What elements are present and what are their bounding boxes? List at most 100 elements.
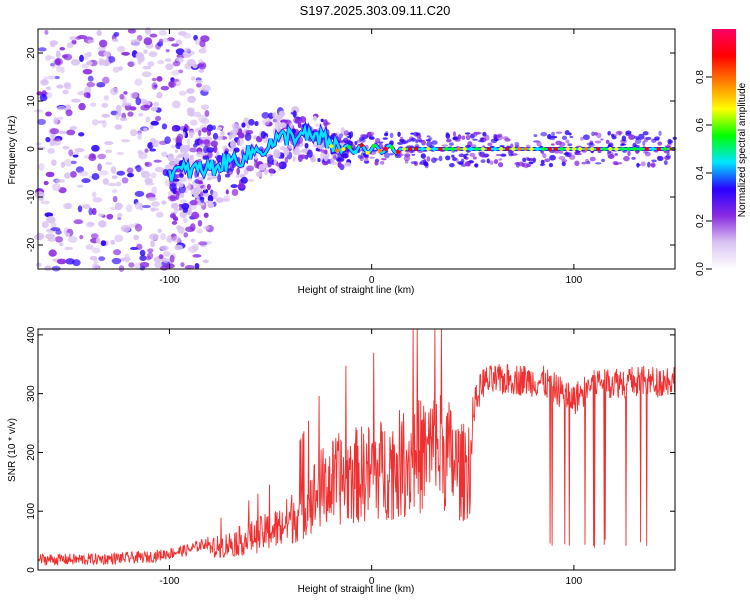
noise-blob	[56, 64, 62, 73]
band-blob	[484, 134, 490, 141]
signal-blob	[237, 137, 244, 147]
noise-blob	[58, 187, 67, 194]
band-blob	[533, 134, 538, 138]
noise-blob	[45, 233, 56, 240]
noise-blob	[88, 207, 93, 216]
noise-blob	[151, 201, 160, 207]
noise-blob	[90, 233, 99, 239]
noise-blob	[163, 250, 171, 257]
band-blob	[472, 156, 477, 160]
y-tick-label: 20	[26, 47, 37, 59]
band-blob	[380, 161, 385, 165]
noise-blob	[105, 161, 113, 166]
signal-blob	[241, 122, 246, 128]
signal-blob	[237, 183, 246, 189]
noise-blob	[56, 258, 67, 265]
noise-blob	[48, 249, 57, 257]
noise-blob	[156, 91, 163, 99]
signal-blob	[217, 173, 222, 183]
signal-blob	[299, 116, 307, 123]
band-blob	[540, 159, 545, 165]
band-blob	[647, 161, 651, 168]
colorbar-tick-label: 0.6	[695, 118, 706, 132]
noise-blob	[204, 109, 210, 117]
band-blob	[657, 156, 664, 162]
noise-blob	[142, 65, 152, 70]
noise-blob	[172, 235, 181, 243]
ridge-dot	[498, 147, 504, 151]
band-blob	[458, 154, 464, 158]
noise-blob	[184, 265, 195, 270]
band-blob	[413, 131, 419, 137]
noise-blob	[55, 179, 66, 183]
ridge-dot	[444, 147, 449, 151]
signal-blob	[169, 182, 177, 192]
band-blob	[561, 135, 568, 141]
signal-blob	[198, 196, 205, 200]
band-blob	[495, 153, 502, 157]
signal-blob	[230, 184, 238, 189]
signal-blob	[207, 172, 212, 177]
signal-blob	[255, 171, 263, 178]
noise-blob	[98, 213, 104, 217]
noise-blob	[37, 118, 47, 126]
signal-blob	[288, 122, 294, 129]
noise-blob	[139, 255, 147, 262]
band-blob	[581, 161, 587, 165]
signal-blob	[216, 154, 223, 163]
signal-blob	[278, 113, 283, 120]
band-blob	[493, 159, 499, 165]
noise-blob	[161, 151, 168, 157]
band-blob	[514, 141, 520, 147]
signal-blob	[274, 120, 281, 130]
noise-blob	[106, 213, 114, 220]
figure-title: S197.2025.303.09.11.C20	[300, 3, 451, 18]
ridge-dot	[426, 147, 431, 151]
ridge-dot	[595, 147, 601, 151]
noise-blob	[119, 93, 125, 100]
noise-blob	[154, 261, 163, 269]
band-blob	[421, 139, 426, 146]
ridge-dot	[614, 147, 619, 151]
noise-blob	[87, 75, 94, 82]
band-blob	[500, 153, 507, 157]
band-blob	[658, 130, 662, 136]
noise-blob	[81, 63, 89, 69]
band-blob	[551, 131, 555, 136]
noise-blob	[199, 39, 206, 48]
noise-blob	[45, 136, 51, 143]
signal-blob	[292, 110, 297, 118]
signal-blob	[199, 191, 204, 197]
x-tick-label: 0	[369, 275, 375, 286]
signal-blob	[322, 152, 330, 160]
x-tick-label: -100	[159, 275, 179, 286]
noise-blob	[117, 45, 126, 53]
band-blob	[358, 136, 365, 141]
band-blob	[446, 138, 452, 143]
band-blob	[594, 140, 602, 144]
signal-blob	[207, 202, 214, 209]
noise-blob	[144, 27, 152, 35]
signal-blob	[292, 155, 296, 163]
signal-blob	[187, 182, 191, 191]
noise-blob	[169, 254, 175, 263]
y-tick-label: -10	[26, 189, 37, 204]
noise-blob	[43, 76, 48, 83]
noise-blob	[170, 144, 177, 149]
band-blob	[469, 152, 476, 157]
noise-blob	[46, 215, 56, 224]
signal-blob	[262, 118, 270, 126]
band-blob	[431, 157, 437, 163]
noise-blob	[55, 50, 61, 59]
noise-blob	[109, 87, 119, 96]
noise-blob	[200, 117, 210, 125]
band-blob	[457, 134, 462, 140]
noise-blob	[192, 111, 202, 118]
signal-blob	[176, 156, 180, 164]
signal-blob	[294, 117, 300, 124]
noise-blob	[186, 59, 196, 67]
band-blob	[536, 141, 542, 147]
noise-blob	[171, 69, 180, 76]
band-blob	[426, 156, 431, 162]
noise-blob	[117, 216, 122, 221]
